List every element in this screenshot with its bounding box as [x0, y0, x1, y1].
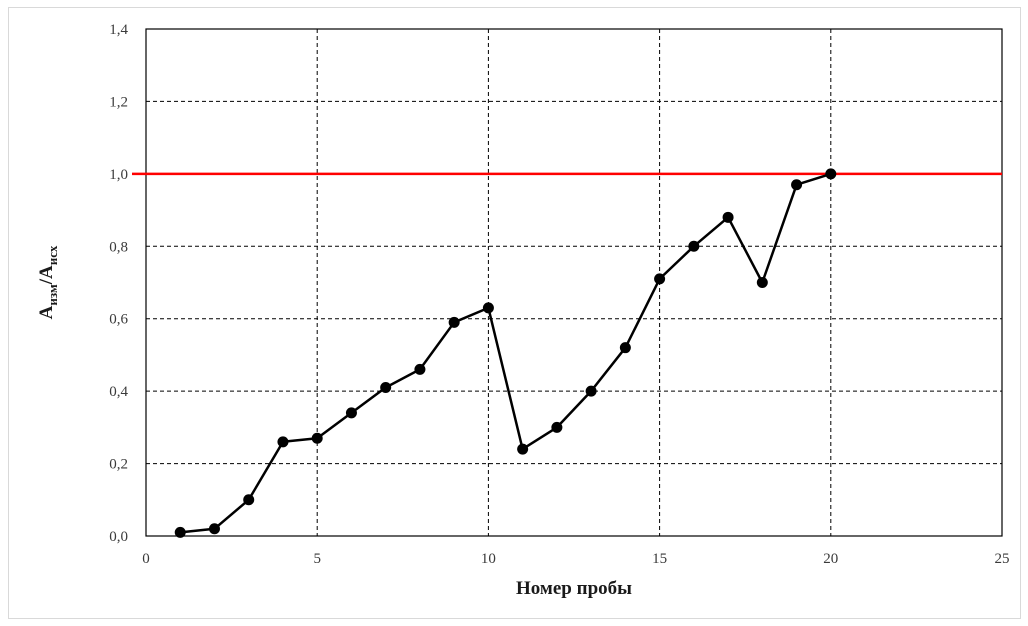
y-axis-title-sub1: изм [45, 284, 60, 306]
y-tick-label: 0,2 [109, 457, 128, 473]
y-tick-label: 0,4 [109, 384, 128, 400]
chart-frame [8, 7, 1021, 619]
y-tick-label: 1,4 [109, 22, 128, 38]
series-line [180, 172, 832, 534]
x-axis-title: Номер пробы [516, 578, 632, 599]
y-tick-label: 1,2 [109, 94, 128, 110]
data-point [482, 302, 494, 314]
y-axis-title-sub2: исх [45, 245, 60, 265]
data-point [825, 168, 837, 180]
data-point [345, 407, 357, 419]
y-axis-title-sep: /А [36, 265, 57, 285]
y-tick-label: 0,8 [109, 239, 128, 255]
data-point [380, 382, 392, 394]
y-axis-title: Аизм/Аисх [36, 245, 60, 319]
grid [146, 29, 1002, 536]
data-point [551, 421, 563, 433]
data-point [517, 443, 529, 455]
data-point [277, 436, 289, 448]
data-point [722, 211, 734, 223]
x-tick-label: 10 [481, 551, 496, 567]
y-tick-label: 1,0 [109, 167, 128, 183]
data-point [243, 494, 255, 506]
x-tick-label: 0 [142, 551, 150, 567]
data-point [654, 273, 666, 285]
x-tick-label: 5 [313, 551, 321, 567]
x-tick-label: 25 [995, 551, 1010, 567]
y-axis-title-main: А [36, 305, 57, 319]
data-point [311, 432, 323, 444]
data-point [791, 179, 803, 191]
x-tick-label: 15 [652, 551, 667, 567]
series [174, 168, 837, 538]
y-tick-label: 0,0 [109, 529, 128, 545]
data-point [688, 240, 700, 252]
x-tick-label: 20 [823, 551, 838, 567]
plot-area-border [145, 28, 1003, 537]
data-point [619, 342, 631, 354]
data-point [208, 523, 220, 535]
y-tick-label: 0,6 [109, 312, 128, 328]
y-tick-labels: 0,0 0,2 0,4 0,6 0,8 1,0 1,2 1,4 [109, 22, 128, 545]
data-point [756, 277, 768, 288]
data-point [174, 526, 186, 538]
data-point [585, 385, 597, 397]
x-tick-labels: 0 5 10 15 20 25 [142, 551, 1009, 567]
data-point [414, 363, 426, 375]
data-point [448, 316, 460, 328]
